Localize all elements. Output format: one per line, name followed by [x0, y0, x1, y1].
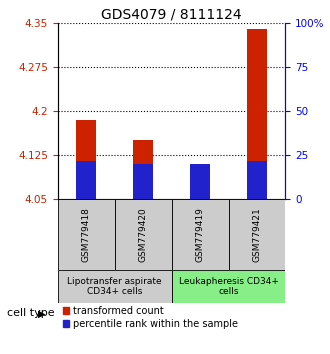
Bar — [76, 161, 96, 199]
Bar — [247, 29, 267, 199]
Bar — [228, 199, 285, 270]
Bar — [58, 199, 115, 270]
Bar — [76, 120, 96, 199]
Bar — [190, 164, 210, 199]
Bar — [247, 161, 267, 199]
Text: GSM779418: GSM779418 — [82, 207, 91, 262]
Text: GSM779420: GSM779420 — [139, 207, 148, 262]
Legend: transformed count, percentile rank within the sample: transformed count, percentile rank withi… — [63, 306, 238, 329]
Bar — [133, 164, 153, 199]
Bar — [190, 166, 210, 199]
Bar — [133, 140, 153, 199]
Bar — [172, 270, 285, 303]
Title: GDS4079 / 8111124: GDS4079 / 8111124 — [101, 8, 242, 22]
Bar — [58, 270, 172, 303]
Bar — [115, 199, 172, 270]
Text: GSM779419: GSM779419 — [196, 207, 205, 262]
Text: Leukapheresis CD34+
cells: Leukapheresis CD34+ cells — [179, 277, 279, 296]
Bar — [172, 199, 228, 270]
Text: ▶: ▶ — [38, 308, 46, 318]
Text: Lipotransfer aspirate
CD34+ cells: Lipotransfer aspirate CD34+ cells — [67, 277, 162, 296]
Text: GSM779421: GSM779421 — [252, 207, 261, 262]
Text: cell type: cell type — [7, 308, 54, 318]
